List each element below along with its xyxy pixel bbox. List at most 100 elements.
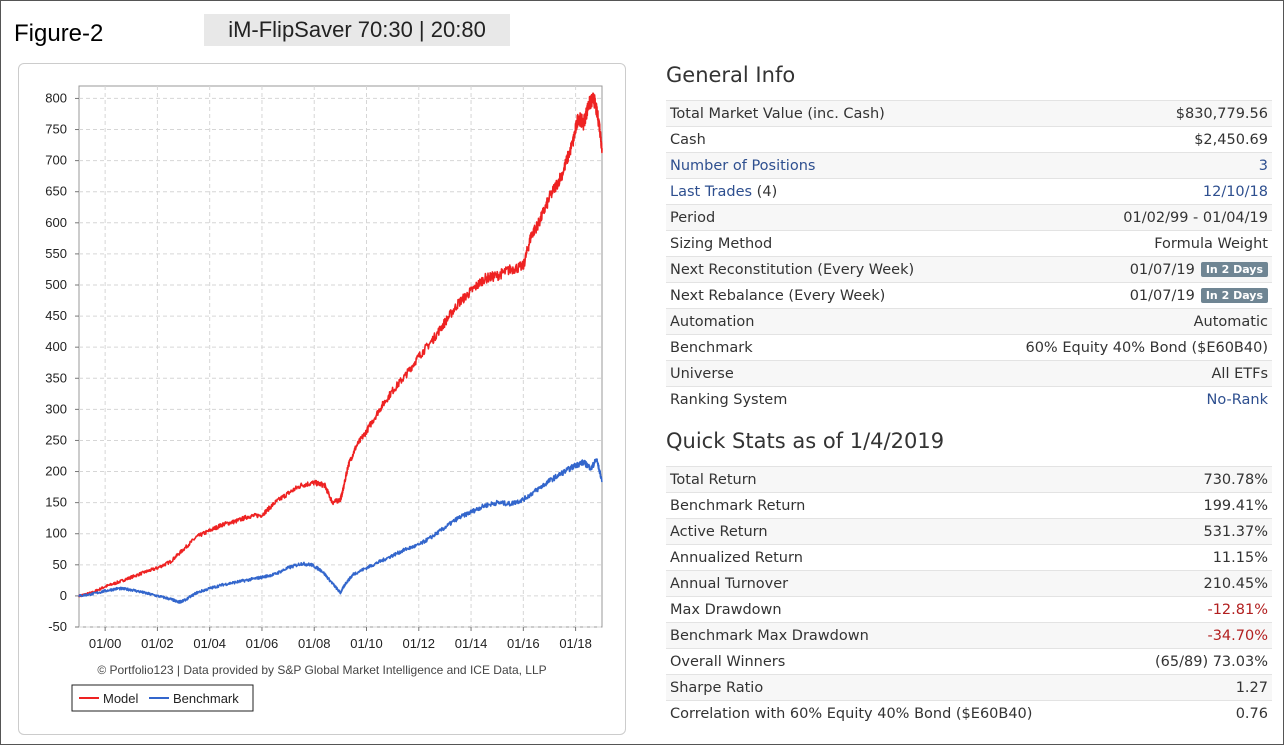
table-row: Max Drawdown -12.81% (666, 596, 1272, 623)
x-tick-label: 01/02 (141, 636, 174, 651)
row-label: Next Reconstitution (Every Week) (666, 256, 970, 283)
status-badge: In 2 Days (1200, 287, 1268, 303)
table-row: Sharpe Ratio 1.27 (666, 674, 1272, 701)
quick-stats-table: Total Return 730.78% Benchmark Return 199.… (666, 466, 1272, 726)
x-tick-label: 01/08 (298, 636, 331, 651)
positions-count-link[interactable]: 3 (1258, 157, 1268, 174)
x-tick-label: 01/04 (193, 636, 226, 651)
table-row: Overall Winners (65/89) 73.03% (666, 648, 1272, 675)
row-value: 1.27 (1122, 674, 1272, 701)
y-tick-label: 200 (45, 464, 67, 479)
figure-title: iM-FlipSaver 70:30 | 20:80 (204, 14, 510, 46)
x-tick-label: 01/16 (507, 636, 540, 651)
row-label: Ranking System (666, 386, 970, 412)
x-tick-label: 01/12 (403, 636, 436, 651)
general-info-table: Total Market Value (inc. Cash) $830,779.5… (666, 100, 1272, 412)
benchmark-series-line (78, 458, 603, 604)
y-tick-label: 600 (45, 215, 67, 230)
y-tick-label: 550 (45, 246, 67, 261)
chart-panel: -50 0 50 100 150 200 250 300 350 400 450 500 550 600 6… (18, 63, 626, 735)
row-value: 60% Equity 40% Bond ($E60B40) (969, 334, 1272, 361)
row-value: Formula Weight (969, 230, 1272, 257)
y-tick-label: 450 (45, 308, 67, 323)
row-label: Benchmark (666, 334, 970, 361)
table-row: Cash $2,450.69 (666, 126, 1272, 153)
row-label: Overall Winners (666, 648, 1123, 675)
row-value: 0.76 (1122, 700, 1272, 726)
last-trades-date-link[interactable]: 12/10/18 (1202, 183, 1268, 200)
table-row: Next Reconstitution (Every Week) 01/07/19… (666, 256, 1272, 283)
chart-credit: © Portfolio123 | Data provided by S&P Gl… (97, 663, 546, 677)
y-tick-label: 650 (45, 184, 67, 199)
x-tick-label: 01/00 (89, 636, 122, 651)
row-label: Total Return (666, 466, 1123, 493)
row-label: Annual Turnover (666, 570, 1123, 597)
row-value: Automatic (969, 308, 1272, 335)
table-row: Annual Turnover 210.45% (666, 570, 1272, 597)
row-label: Automation (666, 308, 970, 335)
last-trades-link[interactable]: Last Trades (670, 183, 753, 200)
row-value: $2,450.69 (969, 126, 1272, 153)
row-value: 199.41% (1122, 492, 1272, 519)
table-row: Ranking System No-Rank (666, 386, 1272, 412)
table-row: Annualized Return 11.15% (666, 544, 1272, 571)
table-row: Benchmark Max Drawdown -34.70% (666, 622, 1272, 649)
row-value: All ETFs (969, 360, 1272, 387)
table-row: Active Return 531.37% (666, 518, 1272, 545)
y-tick-label: 350 (45, 370, 67, 385)
row-label: Universe (666, 360, 970, 387)
legend-model-label: Model (103, 691, 139, 706)
row-label: Max Drawdown (666, 596, 1123, 623)
status-badge: In 2 Days (1200, 261, 1268, 277)
table-row: Universe All ETFs (666, 360, 1272, 387)
row-value: 531.37% (1122, 518, 1272, 545)
table-row: Number of Positions 3 (666, 152, 1272, 179)
x-tick-label: 01/18 (559, 636, 592, 651)
y-tick-label: 100 (45, 526, 67, 541)
row-value: 11.15% (1122, 544, 1272, 571)
x-tick-label: 01/10 (350, 636, 383, 651)
table-row: Benchmark Return 199.41% (666, 492, 1272, 519)
row-label: Next Rebalance (Every Week) (666, 282, 970, 309)
row-value: -12.81% (1122, 596, 1272, 623)
table-row: Next Rebalance (Every Week) 01/07/19 In 2 … (666, 282, 1272, 309)
info-panel: General Info Total Market Value (inc. Ca… (666, 60, 1272, 726)
row-label: Period (666, 204, 970, 231)
y-tick-label: 150 (45, 495, 67, 510)
legend: Model Benchmark (71, 684, 254, 712)
row-value: -34.70% (1122, 622, 1272, 649)
ranking-system-link[interactable]: No-Rank (1206, 391, 1268, 408)
table-row: Period 01/02/99 - 01/04/19 (666, 204, 1272, 231)
row-label: Cash (666, 126, 970, 153)
table-row: Correlation with 60% Equity 40% Bond ($E… (666, 700, 1272, 726)
row-label: Total Market Value (inc. Cash) (666, 100, 970, 127)
plot-area (78, 85, 603, 628)
row-label: Sizing Method (666, 230, 970, 257)
row-label: Sharpe Ratio (666, 674, 1123, 701)
row-label: Benchmark Max Drawdown (666, 622, 1123, 649)
y-tick-label: -50 (48, 619, 67, 634)
row-value: (65/89) 73.03% (1122, 648, 1272, 675)
y-tick-label: 250 (45, 432, 67, 447)
y-tick-label: 500 (45, 277, 67, 292)
x-tick-label: 01/06 (246, 636, 279, 651)
y-tick-label: 400 (45, 339, 67, 354)
row-value: 01/02/99 - 01/04/19 (969, 204, 1272, 231)
x-tick-label: 01/14 (455, 636, 488, 651)
y-tick-label: 50 (53, 557, 67, 572)
row-value: 01/07/19 (1129, 261, 1195, 278)
row-label: Correlation with 60% Equity 40% Bond ($E… (666, 700, 1123, 726)
number-of-positions-link[interactable]: Number of Positions (670, 157, 816, 174)
table-row: Sizing Method Formula Weight (666, 230, 1272, 257)
row-label: Benchmark Return (666, 492, 1123, 519)
general-info-title: General Info (666, 63, 796, 87)
y-tick-label: 300 (45, 401, 67, 416)
table-row: Total Return 730.78% (666, 466, 1272, 493)
legend-benchmark-label: Benchmark (173, 691, 239, 706)
y-tick-label: 700 (45, 153, 67, 168)
y-tick-label: 0 (60, 588, 67, 603)
y-tick-label: 800 (45, 90, 67, 105)
performance-chart: -50 0 50 100 150 200 250 300 350 400 450 500 550 600 6… (45, 85, 603, 712)
figure-label: Figure-2 (14, 20, 104, 47)
row-value: 01/07/19 (1129, 287, 1195, 304)
